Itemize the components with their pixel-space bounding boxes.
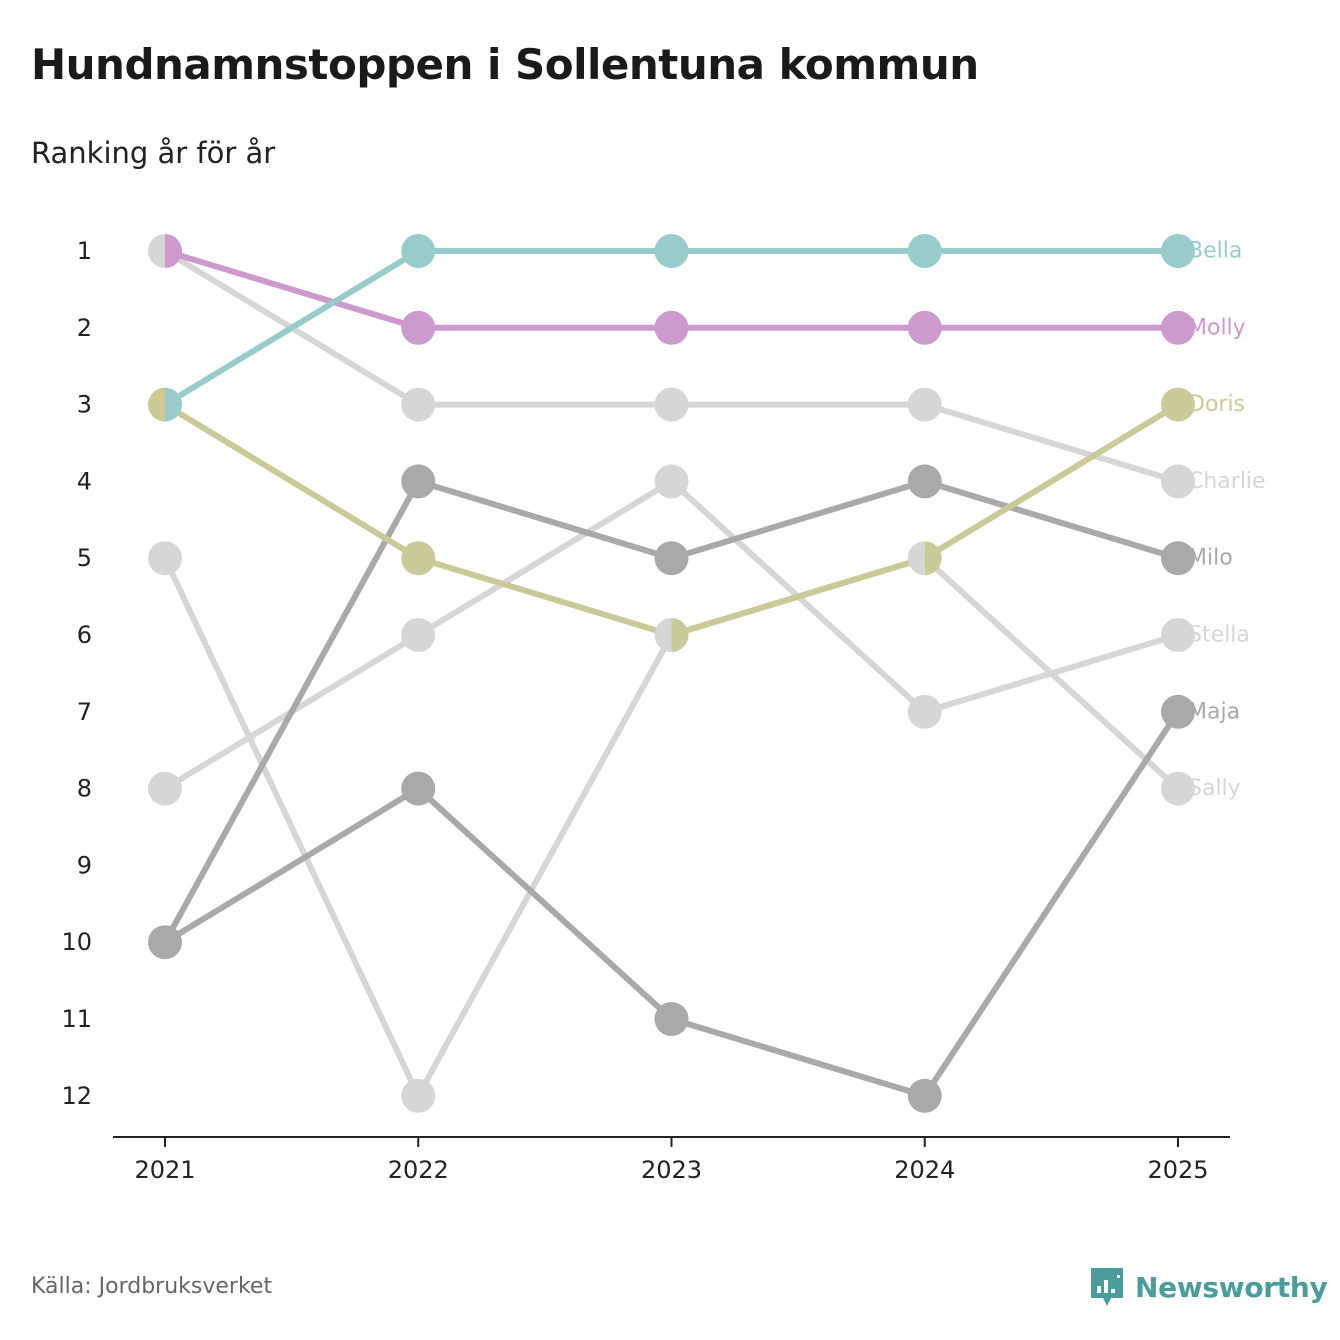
series-point-bella-2021 bbox=[165, 387, 182, 422]
series-point-doris-2022 bbox=[401, 541, 436, 576]
series-point-doris-2024 bbox=[924, 541, 942, 576]
series-point-sally-2022 bbox=[401, 1078, 436, 1113]
series-labels: Sally Stella Charlie Maja Milo Doris Molly Bell… bbox=[1188, 239, 1266, 802]
series-label-sally: Sally bbox=[1188, 776, 1241, 801]
series-point-doris-2025 bbox=[1161, 387, 1195, 422]
series-point-molly-2025 bbox=[1161, 310, 1195, 345]
source-note: Källa: Jordbruksverket bbox=[31, 1274, 273, 1299]
y-tick-label-5: 5 bbox=[77, 544, 92, 572]
y-tick-label-7: 7 bbox=[77, 698, 92, 726]
series-point-stella-2021 bbox=[148, 771, 182, 806]
y-tick-label-12: 12 bbox=[61, 1082, 92, 1110]
series-point-bella-2024 bbox=[907, 234, 942, 268]
series-point-molly-2021 bbox=[165, 234, 182, 268]
series-point-maja-2021 bbox=[148, 925, 165, 960]
x-tick-label-2023: 2023 bbox=[641, 1156, 702, 1184]
series-point-charlie-2023 bbox=[654, 387, 689, 422]
series-point-maja-2023 bbox=[654, 1002, 689, 1036]
series-point-stella-2022 bbox=[401, 618, 436, 652]
y-tick-label-1: 1 bbox=[77, 237, 92, 265]
y-tick-label-11: 11 bbox=[61, 1005, 92, 1033]
series-line-doris bbox=[162, 401, 1181, 638]
series-point-milo-2024 bbox=[907, 464, 942, 499]
series-point-stella-2025 bbox=[1161, 618, 1195, 652]
brand-name: Newsworthy bbox=[1135, 1270, 1328, 1304]
series-point-molly-2023 bbox=[654, 310, 689, 345]
y-tick-label-4: 4 bbox=[77, 467, 92, 495]
series-label-stella: Stella bbox=[1188, 623, 1250, 648]
series-point-maja-2025 bbox=[1161, 694, 1195, 729]
series-label-milo: Milo bbox=[1188, 546, 1233, 571]
x-tick-label-2021: 2021 bbox=[134, 1156, 195, 1184]
y-tick-label-6: 6 bbox=[77, 621, 92, 649]
y-tick-label-8: 8 bbox=[77, 775, 92, 803]
x-tick-label-2024: 2024 bbox=[894, 1156, 955, 1184]
series-point-charlie-2022 bbox=[401, 387, 436, 422]
series-point-doris-2023 bbox=[671, 618, 689, 652]
chart-subtitle: Ranking år för år bbox=[31, 136, 276, 170]
x-tick-label-2022: 2022 bbox=[388, 1156, 449, 1184]
series-point-milo-2023 bbox=[654, 541, 689, 576]
series-point-bella-2022 bbox=[401, 234, 436, 268]
series-point-molly-2024 bbox=[907, 310, 942, 345]
series-label-bella: Bella bbox=[1188, 239, 1242, 264]
x-tick-label-2025: 2025 bbox=[1147, 1156, 1208, 1184]
series-point-bella-2025 bbox=[1161, 234, 1195, 268]
series-point-milo-2022 bbox=[401, 464, 436, 499]
newsworthy-logo-icon bbox=[1091, 1268, 1123, 1306]
series-point-milo-2021 bbox=[165, 925, 182, 960]
brand-logo[interactable]: Newsworthy bbox=[1089, 1266, 1328, 1308]
series-point-molly-2022 bbox=[401, 310, 436, 345]
series-label-molly: Molly bbox=[1188, 315, 1246, 340]
chart-title: Hundnamnstoppen i Sollentuna kommun bbox=[31, 40, 979, 89]
series-point-bella-2023 bbox=[654, 234, 689, 268]
series-points bbox=[148, 234, 1195, 1113]
series-line-maja bbox=[162, 708, 1181, 1099]
x-axis: 2021 2022 2023 2024 2025 bbox=[113, 1136, 1230, 1184]
series-point-maja-2022 bbox=[401, 771, 436, 806]
series-point-stella-2023 bbox=[654, 464, 689, 499]
series-point-sally-2025 bbox=[1161, 771, 1195, 806]
series-line-charlie bbox=[162, 248, 1181, 485]
series-label-maja: Maja bbox=[1188, 699, 1240, 724]
series-point-charlie-2024 bbox=[907, 387, 942, 422]
series-label-charlie: Charlie bbox=[1188, 469, 1266, 494]
series-point-maja-2024 bbox=[907, 1078, 942, 1113]
series-point-stella-2024 bbox=[907, 694, 942, 729]
series-label-doris: Doris bbox=[1188, 392, 1245, 417]
series-point-doris-2021 bbox=[148, 387, 165, 422]
series-point-sally-2024 bbox=[907, 541, 925, 576]
series-lines bbox=[162, 248, 1181, 1099]
series-point-milo-2025 bbox=[1161, 541, 1195, 576]
y-tick-label-3: 3 bbox=[77, 391, 92, 419]
y-tick-label-2: 2 bbox=[77, 314, 92, 342]
series-point-charlie-2021 bbox=[148, 234, 165, 268]
y-tick-label-10: 10 bbox=[61, 928, 92, 956]
series-point-sally-2023 bbox=[654, 618, 672, 652]
y-tick-label-9: 9 bbox=[77, 851, 92, 879]
series-point-sally-2021 bbox=[148, 541, 182, 576]
series-point-charlie-2025 bbox=[1161, 464, 1195, 499]
